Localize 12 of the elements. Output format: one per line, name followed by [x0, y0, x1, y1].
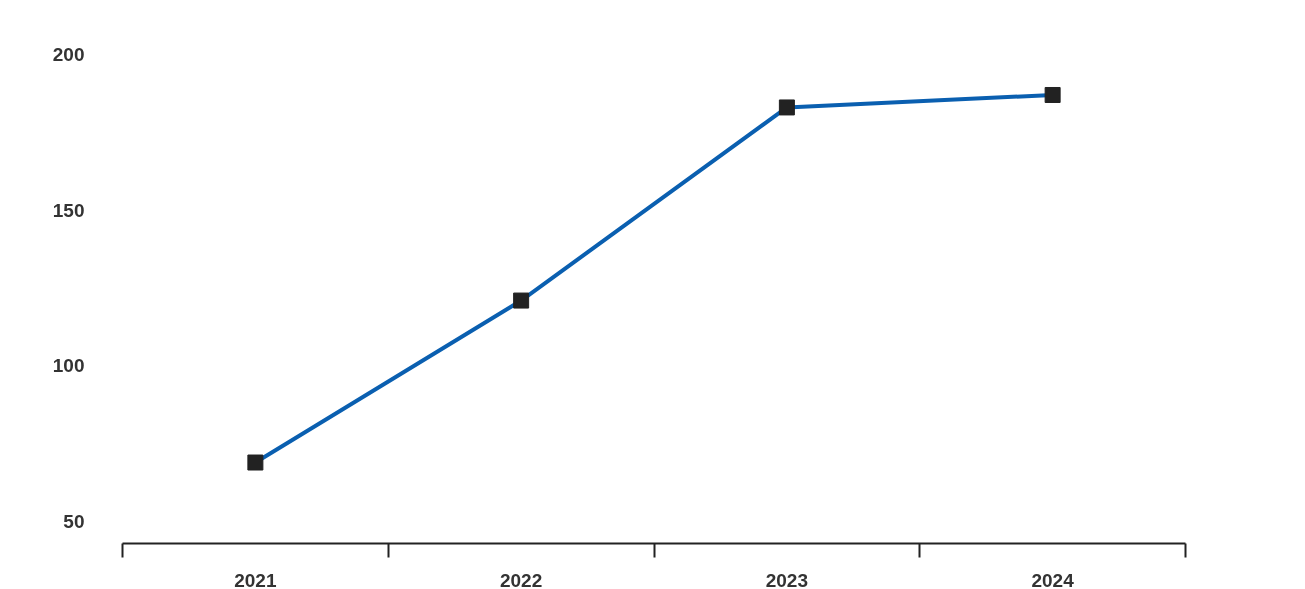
y-tick-label: 200: [52, 44, 85, 65]
x-tick-label: 2024: [1031, 569, 1075, 589]
x-tick-label: 2023: [765, 569, 809, 589]
y-tick-label: 50: [63, 511, 85, 533]
y-tick-label: 150: [52, 199, 85, 221]
point: [247, 454, 264, 471]
point: [1044, 86, 1061, 103]
point: [513, 292, 530, 309]
x-tick-label: 2022: [499, 569, 543, 589]
y-tick-label: 100: [52, 355, 85, 377]
point: [778, 99, 795, 116]
x-tick-label: 2021: [234, 569, 277, 589]
